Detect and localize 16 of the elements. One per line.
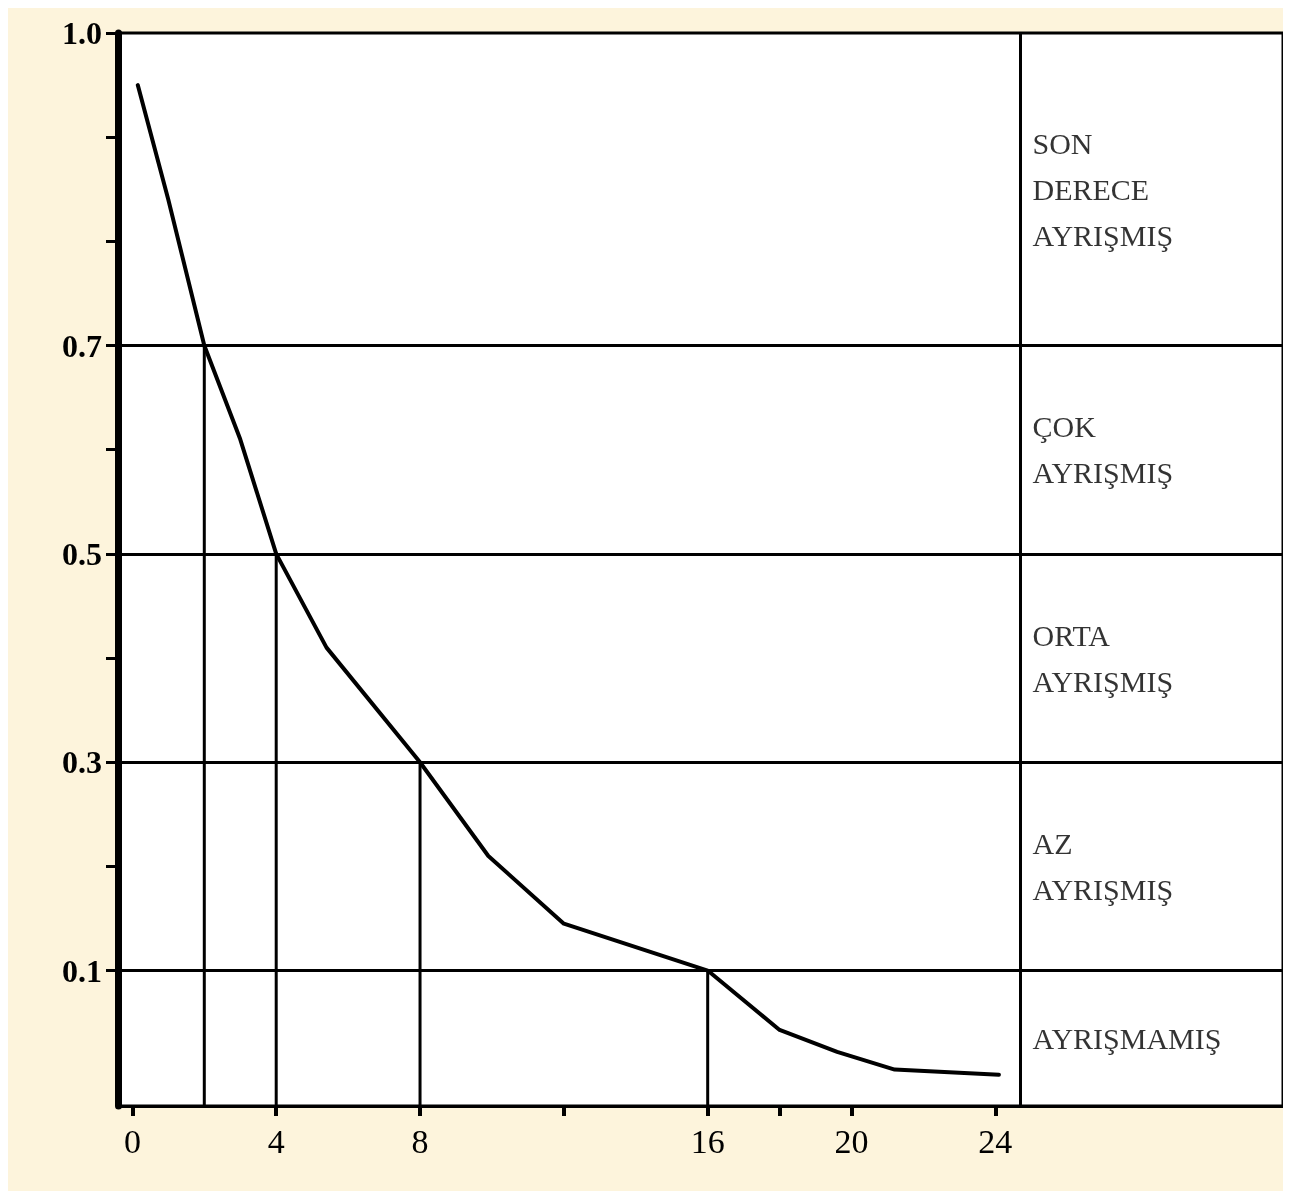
x-tick-label: 0 bbox=[123, 1122, 141, 1160]
x-tick-label: 24 bbox=[978, 1122, 1013, 1160]
x-tick-label: 8 bbox=[411, 1122, 429, 1160]
y-tick-label: 0.5 bbox=[62, 535, 102, 572]
y-tick-label: 0.7 bbox=[62, 327, 102, 364]
annotation: ÇOK AYRIŞMIŞ bbox=[1032, 410, 1174, 490]
annotation: SON DERECE AYRIŞMIŞ bbox=[1032, 126, 1174, 252]
x-tick-label: 16 bbox=[690, 1122, 725, 1160]
y-tick-label: 0.1 bbox=[62, 952, 102, 989]
y-tick-label: 1.0 bbox=[62, 15, 102, 51]
annotation: AYRIŞMAMIŞ bbox=[1032, 1021, 1222, 1055]
annotation: AZ AYRIŞMIŞ bbox=[1032, 826, 1174, 906]
annotation: ORTA AYRIŞMIŞ bbox=[1032, 618, 1174, 698]
x-tick-label: 4 bbox=[267, 1122, 285, 1160]
x-tick-label: 20 bbox=[834, 1122, 869, 1160]
y-tick-label: 0.3 bbox=[62, 744, 102, 781]
